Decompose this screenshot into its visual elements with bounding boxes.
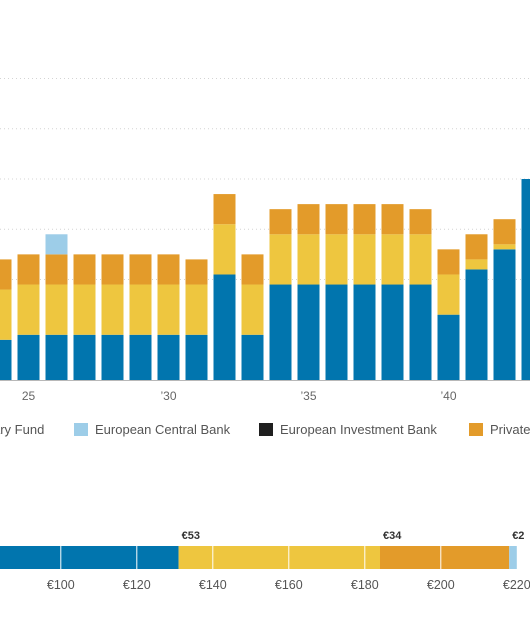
bar-imf-2036[interactable] <box>325 284 348 380</box>
annual-repayments-chart: 25 ’30 ’35 ’40 <box>0 78 530 403</box>
bar-private-2026[interactable] <box>45 254 68 285</box>
legend-label-ecb: European Central Bank <box>95 421 231 437</box>
bar-efsf-2029[interactable] <box>129 284 152 335</box>
bar-efsf-2024[interactable] <box>0 289 12 340</box>
bar-imf-2042[interactable] <box>493 249 516 380</box>
scale-label-120: €120 <box>123 578 151 592</box>
bar-private-2041[interactable] <box>465 234 488 260</box>
legend-item-imf[interactable]: ary Fund <box>0 419 44 439</box>
bar-private-2029[interactable] <box>129 254 152 285</box>
bar-private-2035[interactable] <box>297 204 320 235</box>
legend-item-ecb[interactable]: European Central Bank <box>74 419 230 439</box>
bar-efsf-2033[interactable] <box>241 284 264 335</box>
segment-efsf[interactable] <box>178 546 380 569</box>
legend: ary Fund European Central Bank European … <box>0 419 530 441</box>
total-debt-svg: €53 €34 €2 €100 €120 €140 €160 €180 €200 €220 <box>0 530 530 592</box>
legend-swatch-ecb <box>74 422 88 436</box>
bar-private-2024[interactable] <box>0 259 12 290</box>
bar-private-2030[interactable] <box>157 254 180 285</box>
bar-imf-2025[interactable] <box>17 334 40 380</box>
annual-repayments-svg: 25 ’30 ’35 ’40 <box>0 78 530 403</box>
legend-swatch-private <box>469 422 483 436</box>
segment-label-ecb: €2 <box>512 530 524 542</box>
x-tick-label-2025: 25 <box>22 389 36 400</box>
bar-ecb-2026[interactable] <box>45 234 68 255</box>
bar-efsf-2025[interactable] <box>17 284 40 335</box>
bar-efsf-2036[interactable] <box>325 234 348 285</box>
segment-label-private: €34 <box>383 530 402 542</box>
segment-private[interactable] <box>380 546 510 569</box>
bar-efsf-2037[interactable] <box>353 234 376 285</box>
segment-label-efsf: €53 <box>182 530 200 542</box>
bar-private-2028[interactable] <box>101 254 124 285</box>
bar-private-2038[interactable] <box>381 204 404 235</box>
bar-private-2034[interactable] <box>269 209 292 235</box>
bar-efsf-2041[interactable] <box>465 259 488 270</box>
x-tick-label-2030: ’30 <box>160 389 176 400</box>
scale-label-140: €140 <box>199 578 227 592</box>
bar-efsf-2032[interactable] <box>213 224 236 275</box>
legend-item-eib[interactable]: European Investment Bank <box>259 419 437 439</box>
scale-label-220: €220 <box>503 578 530 592</box>
bar-efsf-2030[interactable] <box>157 284 180 335</box>
bar-efsf-2034[interactable] <box>269 234 292 285</box>
bar-imf-2030[interactable] <box>157 334 180 380</box>
bar-imf-2040[interactable] <box>437 314 460 380</box>
bar-imf-2034[interactable] <box>269 284 292 380</box>
bar-imf-2041[interactable] <box>465 269 488 380</box>
bar-private-2027[interactable] <box>73 254 96 285</box>
bar-imf-2039[interactable] <box>409 284 432 380</box>
bar-imf-2035[interactable] <box>297 284 320 380</box>
bar-private-2039[interactable] <box>409 209 432 235</box>
bar-imf-2037[interactable] <box>353 284 376 380</box>
scale-label-180: €180 <box>351 578 379 592</box>
scale-label-200: €200 <box>427 578 455 592</box>
scale-label-100: €100 <box>47 578 75 592</box>
segment-imf[interactable] <box>0 546 179 569</box>
bar-efsf-2031[interactable] <box>185 284 208 335</box>
scale-label-160: €160 <box>275 578 303 592</box>
bar-imf-2027[interactable] <box>73 334 96 380</box>
bar-efsf-2028[interactable] <box>101 284 124 335</box>
x-tick-label-2035: ’35 <box>300 389 316 400</box>
bar-private-2033[interactable] <box>241 254 264 285</box>
legend-swatch-eib <box>259 422 273 436</box>
segment-ecb[interactable] <box>509 546 517 569</box>
bar-imf-2033[interactable] <box>241 334 264 380</box>
bar-imf-2029[interactable] <box>129 334 152 380</box>
bar-private-2037[interactable] <box>353 204 376 235</box>
bar-efsf-2035[interactable] <box>297 234 320 285</box>
bar-private-2025[interactable] <box>17 254 40 285</box>
bar-imf-2028[interactable] <box>101 334 124 380</box>
bar-imf-2032[interactable] <box>213 274 236 380</box>
bar-efsf-2027[interactable] <box>73 284 96 335</box>
bar-imf-2038[interactable] <box>381 284 404 380</box>
bar-imf-2031[interactable] <box>185 334 208 380</box>
bar-efsf-2026[interactable] <box>45 284 68 335</box>
bar-private-2042[interactable] <box>493 219 516 245</box>
bar-imf-2024[interactable] <box>0 339 12 380</box>
bar-efsf-2040[interactable] <box>437 274 460 315</box>
bar-private-2036[interactable] <box>325 204 348 235</box>
bar-imf-2026[interactable] <box>45 334 68 380</box>
bar-efsf-2039[interactable] <box>409 234 432 285</box>
legend-item-private[interactable]: Private <box>469 419 530 439</box>
bar-private-2032[interactable] <box>213 194 236 225</box>
bar-efsf-2042[interactable] <box>493 244 516 250</box>
total-debt-breakdown: €53 €34 €2 €100 €120 €140 €160 €180 €200 €220 <box>0 520 530 600</box>
bar-imf-2043[interactable] <box>521 179 530 380</box>
legend-label-private: Private <box>490 421 530 437</box>
legend-label-imf: ary Fund <box>0 421 45 437</box>
bar-efsf-2038[interactable] <box>381 234 404 285</box>
x-tick-label-2040: ’40 <box>440 389 456 400</box>
legend-label-eib: European Investment Bank <box>280 421 437 437</box>
bar-private-2031[interactable] <box>185 259 208 285</box>
bar-private-2040[interactable] <box>437 249 460 275</box>
